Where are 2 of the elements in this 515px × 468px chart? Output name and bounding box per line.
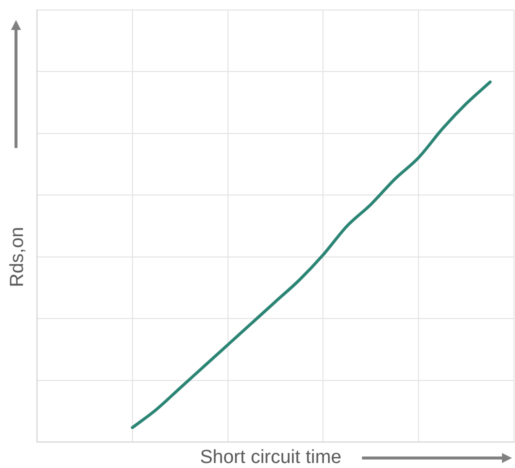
x-axis-title: Short circuit time — [200, 447, 342, 468]
y-axis-title: Rds,on — [7, 226, 30, 288]
